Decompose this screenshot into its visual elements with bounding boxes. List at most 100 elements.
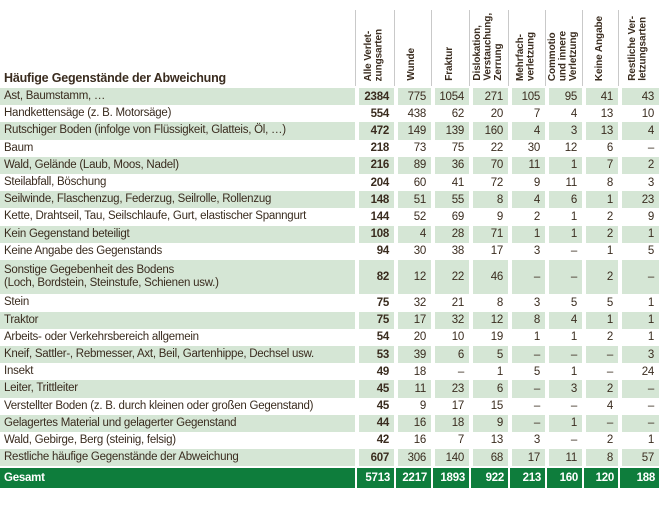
value-cell: 7 (582, 156, 618, 174)
value-cell: 1 (508, 328, 545, 346)
row-label: Arbeits- oder Verkehrsbereich allgemein (0, 328, 355, 346)
value-cell: 3 (508, 431, 545, 450)
value-cell: 8 (469, 191, 508, 209)
column-header-keine-angabe: Keine Angabe (582, 0, 618, 88)
value-cell: 1 (618, 431, 659, 450)
row-label: Handkettensäge (z. B. Motorsäge) (0, 105, 355, 123)
column-divider (431, 10, 432, 86)
value-cell: 1893 (431, 466, 469, 489)
value-cell: 60 (394, 173, 431, 192)
value-cell: 3 (545, 380, 582, 398)
column-header-label: Keine Angabe (593, 15, 605, 81)
value-cell: 45 (355, 397, 394, 415)
table-row: Kneif, Sattler-, Rebmesser, Axt, Beil, G… (0, 345, 659, 364)
value-cell: 120 (582, 466, 618, 489)
value-cell: 13 (582, 105, 618, 123)
value-cell: 3 (508, 294, 545, 312)
value-cell: 108 (355, 225, 394, 243)
table-row: Arbeits- oder Verkehrsbereich allgemein 5… (0, 328, 659, 346)
column-header-label: Restliche Ver- letzungsarten (627, 16, 649, 81)
value-cell: 148 (355, 191, 394, 209)
value-cell: 3 (545, 122, 582, 140)
column-divider (508, 10, 509, 86)
value-cell: 438 (394, 105, 431, 123)
row-label: Wald, Gelände (Laub, Moos, Nadel) (0, 156, 355, 174)
value-cell: 472 (355, 122, 394, 140)
value-cell: 75 (355, 294, 394, 312)
value-cell: 1 (508, 225, 545, 243)
value-cell: 82 (355, 259, 394, 295)
value-cell: 32 (394, 294, 431, 312)
row-label: Wald, Gebirge, Berg (steinig, felsig) (0, 431, 355, 450)
value-cell: 22 (431, 259, 469, 295)
row-label: Rutschiger Boden (infolge von Flüssigkei… (0, 122, 355, 140)
value-cell: 11 (394, 380, 431, 398)
value-cell: 57 (618, 449, 659, 467)
value-cell: 10 (618, 105, 659, 123)
value-cell: – (545, 431, 582, 450)
value-cell: 16 (394, 414, 431, 432)
value-cell: 95 (545, 88, 582, 106)
value-cell: 10 (431, 328, 469, 346)
table-row: Restliche häufige Gegenstände der Abweic… (0, 449, 659, 467)
value-cell: 32 (431, 311, 469, 329)
row-label: Stein (0, 294, 355, 312)
value-cell: 6 (431, 345, 469, 364)
table-row: Leiter, Trittleiter 45 11 23 6–3 2– (0, 380, 659, 398)
value-cell: 44 (355, 414, 394, 432)
column-header-label: Dislokation, Verstauchung, Zerrung (471, 13, 504, 81)
row-label: Restliche häufige Gegenstände der Abweic… (0, 449, 355, 467)
value-cell: – (618, 414, 659, 432)
value-cell: 1054 (431, 88, 469, 106)
value-cell: – (618, 139, 659, 157)
value-cell: 2 (582, 328, 618, 346)
table-row: Baum 218 73 75 22 30 12 6– (0, 139, 659, 157)
value-cell: – (618, 397, 659, 415)
value-cell: 4 (545, 105, 582, 123)
value-cell: 2 (508, 208, 545, 226)
column-divider (355, 10, 356, 86)
value-cell: 22 (469, 139, 508, 157)
value-cell: 53 (355, 345, 394, 364)
value-cell: 188 (618, 466, 659, 489)
value-cell: 12 (545, 139, 582, 157)
value-cell: 52 (394, 208, 431, 226)
row-label: Kette, Drahtseil, Tau, Seilschlaufe, Gur… (0, 208, 355, 226)
value-cell: 6 (469, 380, 508, 398)
column-header-restliche: Restliche Ver- letzungsarten (618, 0, 659, 88)
table-row: Keine Angabe des Gegenstands 94 30 38 17 3–1 5 (0, 242, 659, 260)
value-cell: 7 (431, 431, 469, 450)
value-cell: 70 (469, 156, 508, 174)
column-header-label: Alle Verlet- zungsarten (363, 28, 385, 81)
value-cell: 1 (469, 363, 508, 381)
injury-by-object-table: Häufige Gegenstände der Abweichung Alle … (0, 0, 659, 489)
value-cell: – (618, 259, 659, 295)
value-cell: 8 (582, 449, 618, 467)
value-cell: 1 (545, 225, 582, 243)
value-cell: – (508, 259, 545, 295)
value-cell: – (508, 345, 545, 364)
value-cell: 2 (582, 380, 618, 398)
value-cell: 1 (618, 225, 659, 243)
table-row: Sonstige Gegebenheit des Bodens (Loch, B… (0, 259, 659, 295)
value-cell: – (545, 242, 582, 260)
value-cell: 23 (431, 380, 469, 398)
value-cell: 62 (431, 105, 469, 123)
table-row: Traktor 75 17 32 12 8 4 1 1 (0, 311, 659, 329)
value-cell: 68 (469, 449, 508, 467)
value-cell: 18 (394, 363, 431, 381)
value-cell: 5 (469, 345, 508, 364)
value-cell: 30 (394, 242, 431, 260)
row-label: Baum (0, 139, 355, 157)
value-cell: – (508, 380, 545, 398)
row-label: Verstellter Boden (z. B. durch kleinen o… (0, 397, 355, 415)
value-cell: 3 (508, 242, 545, 260)
value-cell: 24 (618, 363, 659, 381)
value-cell: 38 (431, 242, 469, 260)
column-header-mehrfachverletzung: Mehrfach- verletzung (508, 0, 545, 88)
value-cell: 75 (355, 311, 394, 329)
value-cell: 1 (618, 311, 659, 329)
value-cell: 30 (508, 139, 545, 157)
value-cell: 1 (545, 208, 582, 226)
